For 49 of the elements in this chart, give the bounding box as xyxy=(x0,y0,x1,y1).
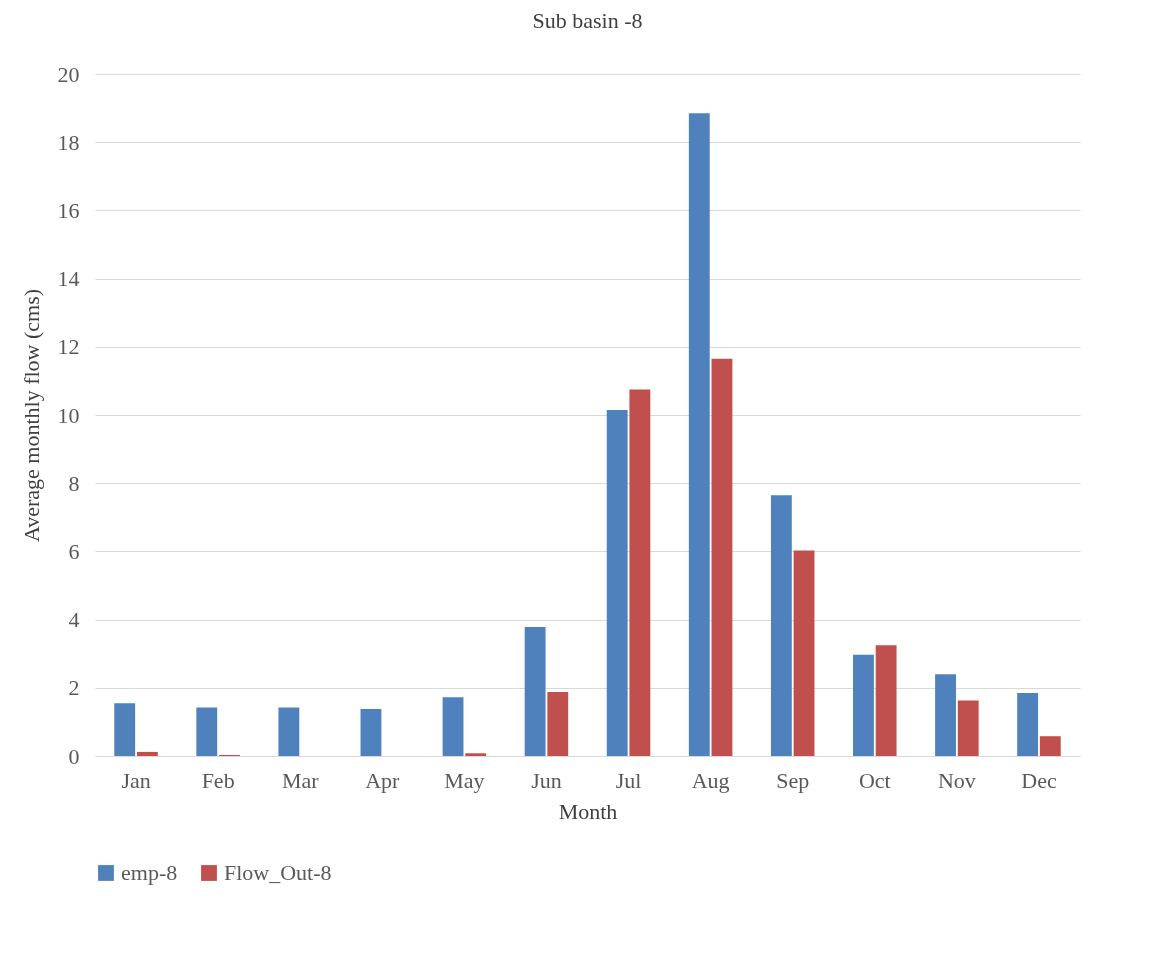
x-axis-title: Month xyxy=(558,798,618,824)
y-tick-label: 6 xyxy=(68,538,80,564)
x-tick-label: Mar xyxy=(281,767,320,793)
x-tick-label: Nov xyxy=(937,767,976,793)
bar xyxy=(1039,736,1061,756)
x-tick-label: Oct xyxy=(858,767,891,793)
x-tick-label: Jan xyxy=(121,767,151,793)
bar xyxy=(360,708,382,756)
y-axis-title: Average monthly flow (cms) xyxy=(18,288,44,543)
y-tick-label: 0 xyxy=(68,743,80,769)
x-tick-label: Sep xyxy=(776,767,810,793)
x-tick-label: May xyxy=(444,767,485,793)
bar xyxy=(957,700,979,756)
bar xyxy=(114,703,136,756)
bar xyxy=(196,707,218,756)
legend-label: Flow_Out-8 xyxy=(224,860,332,885)
bar xyxy=(770,495,792,756)
legend-label: emp-8 xyxy=(121,860,178,885)
y-tick-label: 16 xyxy=(57,197,80,223)
y-tick-label: 20 xyxy=(57,61,80,87)
x-tick-label: Apr xyxy=(365,767,401,793)
x-tick-label: Aug xyxy=(691,767,730,793)
y-tick-label: 18 xyxy=(57,129,80,155)
y-tick-label: 12 xyxy=(57,334,80,360)
y-tick-label: 2 xyxy=(68,675,80,701)
y-tick-label: 8 xyxy=(68,470,80,496)
bar xyxy=(465,753,487,756)
bar xyxy=(524,627,546,756)
bar xyxy=(688,113,710,756)
x-tick-label: Feb xyxy=(201,767,235,793)
bar xyxy=(875,645,897,756)
y-tick-label: 4 xyxy=(68,607,80,633)
bar xyxy=(606,409,628,756)
chart-title: Sub basin -8 xyxy=(532,8,643,33)
bar xyxy=(853,654,874,756)
x-tick-label: Jun xyxy=(531,767,562,793)
y-tick-label: 10 xyxy=(57,402,80,428)
bar xyxy=(278,707,300,756)
bar xyxy=(793,550,815,756)
y-tick-label: 14 xyxy=(57,266,80,292)
bar xyxy=(935,674,956,756)
bar xyxy=(547,691,569,756)
bar xyxy=(629,389,651,756)
bar xyxy=(711,358,733,756)
bar xyxy=(136,751,158,756)
bar xyxy=(1017,692,1039,756)
bar xyxy=(442,697,464,756)
x-tick-label: Dec xyxy=(1021,767,1057,793)
x-tick-label: Jul xyxy=(615,767,642,793)
